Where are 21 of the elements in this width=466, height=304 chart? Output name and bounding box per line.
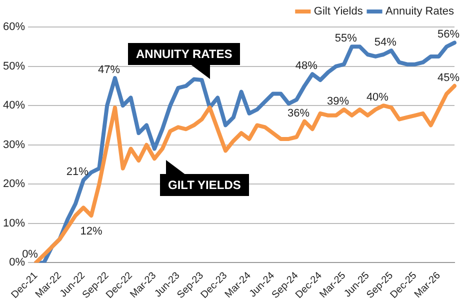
- annotation: ANNUITY RATES: [128, 43, 240, 65]
- data-label: 12%: [80, 226, 103, 238]
- data-label: 40%: [366, 92, 389, 104]
- annotation: GILT YIELDS: [160, 174, 249, 196]
- data-label: 56%: [438, 28, 460, 41]
- y-tick-label: 40%: [2, 100, 26, 112]
- y-tick-label: 60%: [2, 21, 26, 34]
- data-label: 39%: [326, 96, 350, 108]
- y-tick-label: 20%: [2, 178, 26, 190]
- data-label: 45%: [438, 72, 460, 84]
- y-tick-label: 50%: [2, 60, 26, 72]
- legend-label: Annuity Rates: [386, 6, 454, 18]
- data-label: 48%: [295, 60, 318, 72]
- data-label: 21%: [66, 166, 89, 178]
- data-label: 55%: [334, 32, 358, 45]
- data-label: 47%: [98, 64, 120, 76]
- y-tick-label: 30%: [2, 138, 26, 151]
- y-tick-label: 10%: [2, 217, 26, 230]
- legend-label: Gilt Yields: [314, 6, 364, 18]
- data-label: 54%: [374, 36, 397, 49]
- data-label: 36%: [287, 107, 310, 120]
